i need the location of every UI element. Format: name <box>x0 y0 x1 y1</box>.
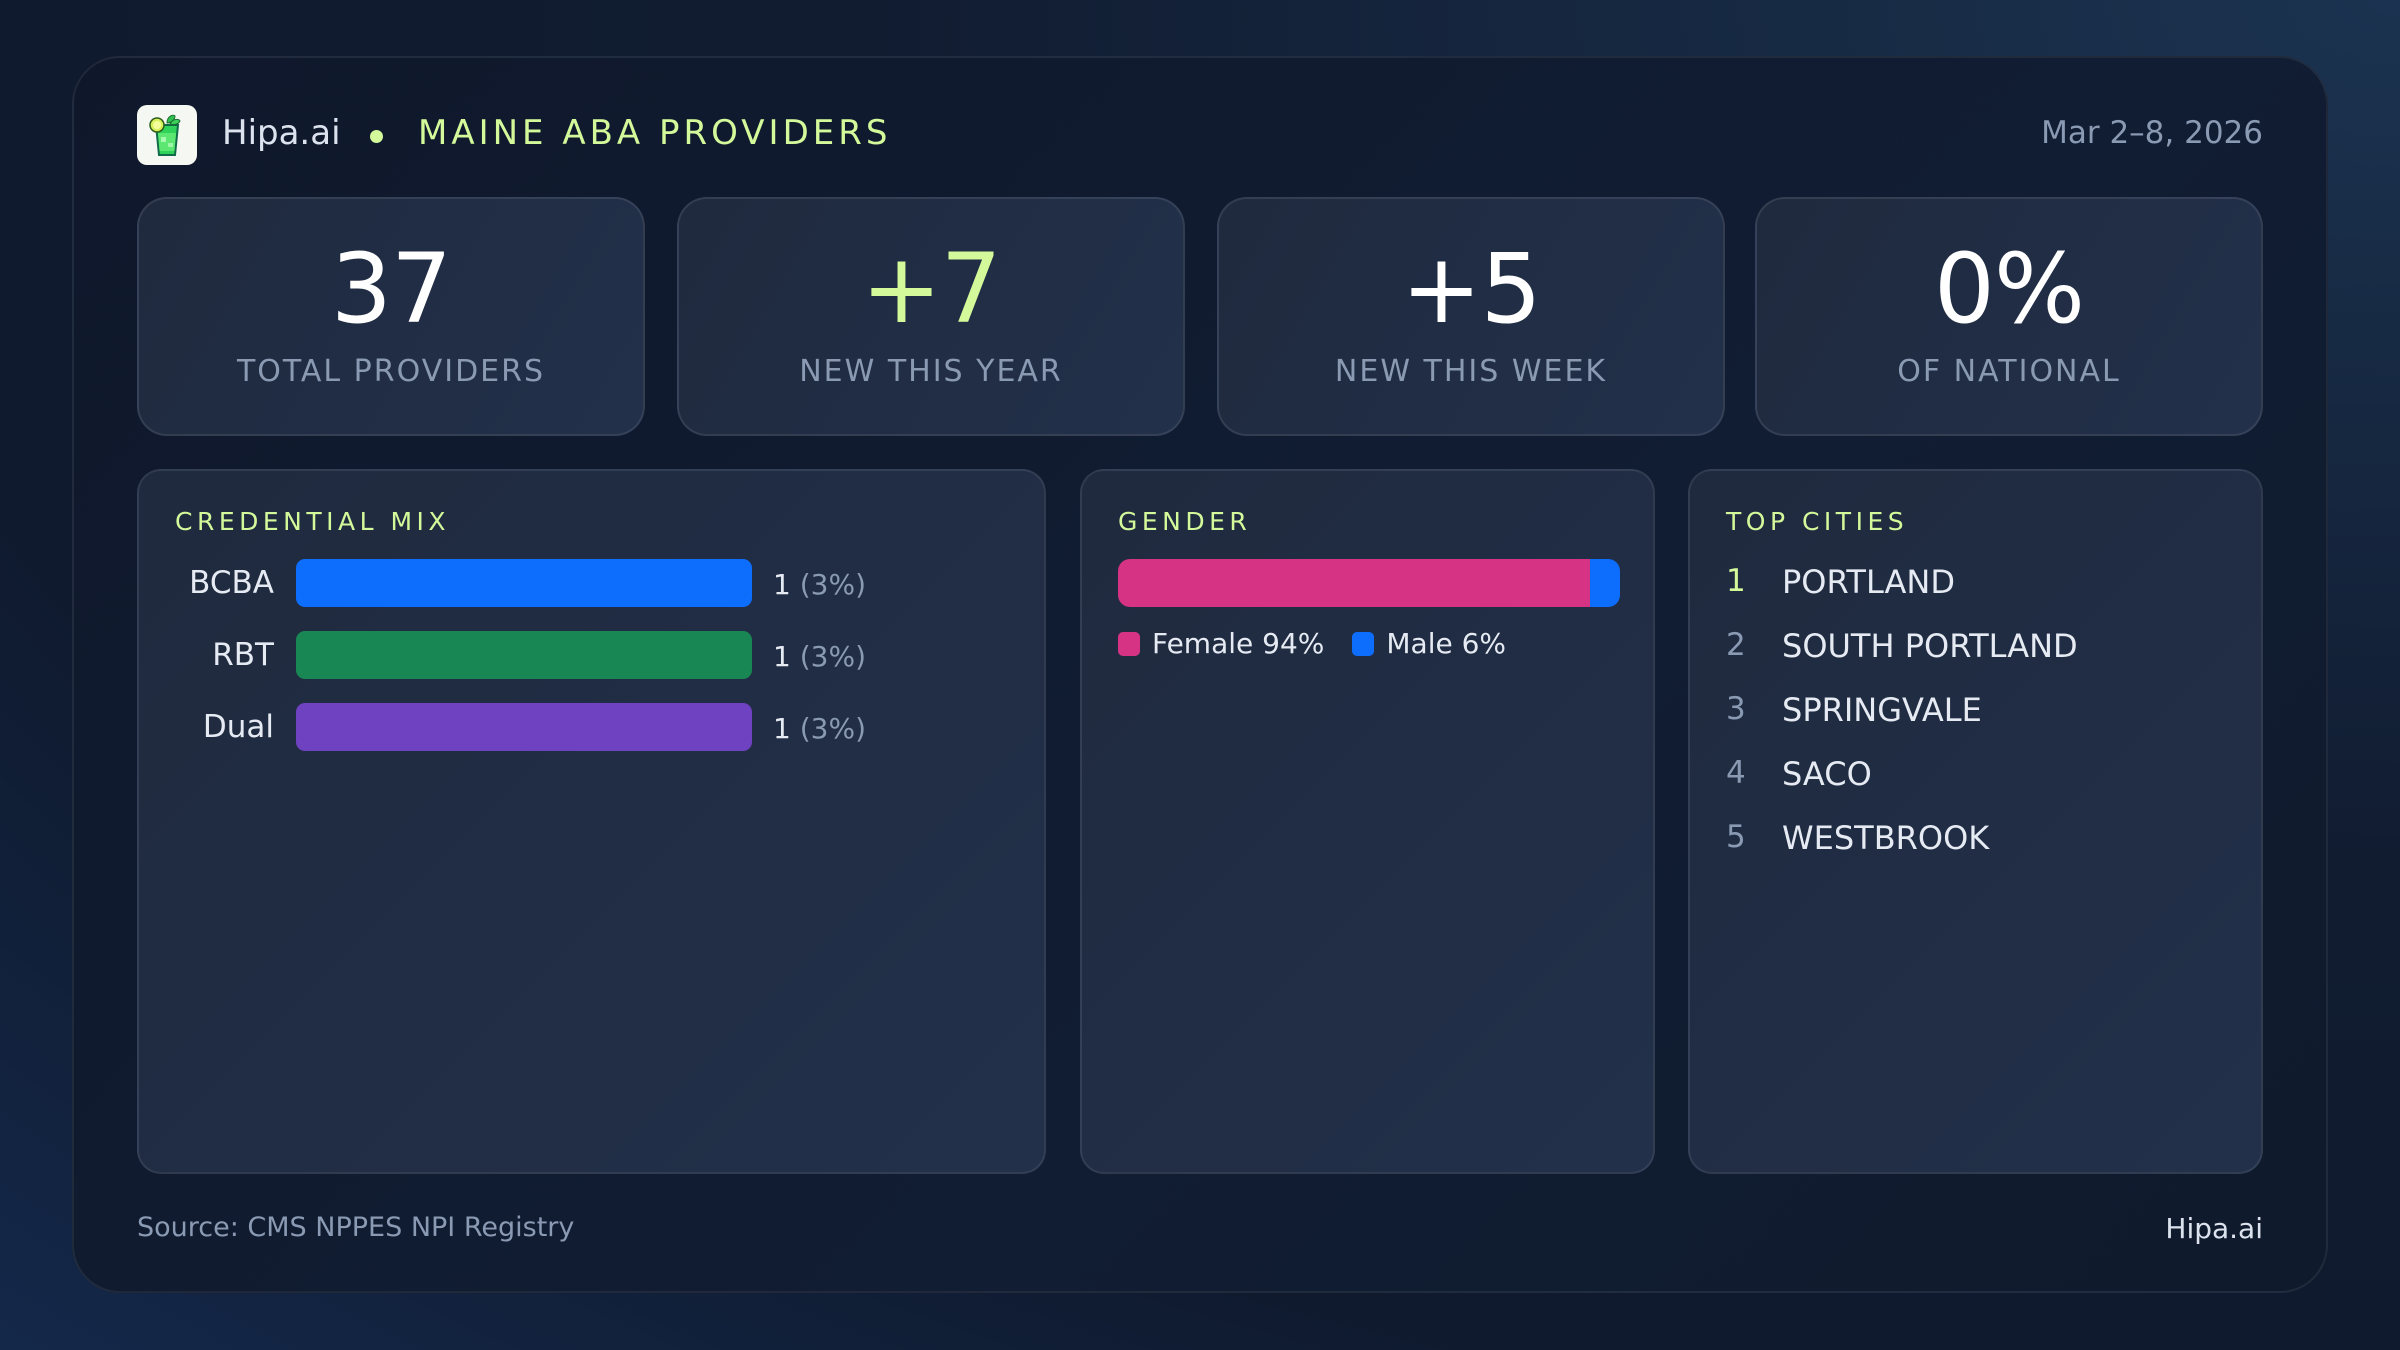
stat-value: 37 <box>330 233 452 345</box>
header: Hipa.ai MAINE ABA PROVIDERS Mar 2–8, 202… <box>137 105 2263 165</box>
credential-bar <box>296 631 752 679</box>
credential-count: 1 <box>773 640 791 673</box>
legend-swatch-female <box>1118 631 1140 656</box>
panel-title: CREDENTIAL MIX <box>175 507 451 536</box>
credential-pct: (3%) <box>799 568 867 601</box>
credential-mix-panel: CREDENTIAL MIX BCBA 1 (3%) RBT 1 (3%) Du… <box>137 469 1046 1174</box>
legend-item-male: Male 6% <box>1352 627 1506 660</box>
panel-title: GENDER <box>1118 507 1252 536</box>
legend-item-female: Female 94% <box>1118 627 1324 660</box>
city-name: PORTLAND <box>1782 563 1955 601</box>
stat-value: 0% <box>1933 233 2085 345</box>
stat-label: NEW THIS WEEK <box>1334 354 1608 389</box>
top-cities-panel: TOP CITIES 1 PORTLAND 2 SOUTH PORTLAND 3… <box>1688 469 2263 1174</box>
stat-card-of-national: 0% OF NATIONAL <box>1755 197 2263 436</box>
city-rank: 4 <box>1726 755 1746 791</box>
page-title: MAINE ABA PROVIDERS <box>418 113 892 153</box>
stat-value: +7 <box>861 233 1002 345</box>
panel-title: TOP CITIES <box>1726 507 1909 536</box>
credential-count: 1 <box>773 568 791 601</box>
city-rank: 1 <box>1726 563 1746 599</box>
stat-label: OF NATIONAL <box>1897 354 2121 389</box>
city-name: WESTBROOK <box>1782 819 1990 857</box>
brand-name: Hipa.ai <box>222 113 341 153</box>
gender-stacked-bar <box>1118 559 1620 607</box>
legend-label: Male 6% <box>1386 627 1507 660</box>
credential-bar <box>296 703 752 751</box>
credential-pct: (3%) <box>799 640 867 673</box>
city-row: 3 SPRINGVALE <box>1726 691 2226 731</box>
source-note: Source: CMS NPPES NPI Registry <box>137 1212 575 1243</box>
credential-value: 1 (3%) <box>773 568 866 601</box>
credential-row-rbt: RBT 1 (3%) <box>139 631 1044 679</box>
credential-row-dual: Dual 1 (3%) <box>139 703 1044 751</box>
stat-card-new-this-week: +5 NEW THIS WEEK <box>1217 197 1725 436</box>
credential-label: RBT <box>212 637 274 673</box>
gender-legend: Female 94% Male 6% <box>1118 627 1534 660</box>
city-rank: 3 <box>1726 691 1746 727</box>
gender-panel: GENDER Female 94% Male 6% <box>1080 469 1655 1174</box>
stat-card-total-providers: 37 TOTAL PROVIDERS <box>137 197 645 436</box>
credential-value: 1 (3%) <box>773 712 866 745</box>
date-range: Mar 2–8, 2026 <box>2041 115 2263 151</box>
city-row: 1 PORTLAND <box>1726 563 2226 603</box>
credential-label: BCBA <box>189 565 274 601</box>
stat-label: TOTAL PROVIDERS <box>236 354 546 389</box>
city-name: SACO <box>1782 755 1872 793</box>
city-row: 5 WESTBROOK <box>1726 819 2226 859</box>
gender-segment-male <box>1589 559 1620 607</box>
city-name: SOUTH PORTLAND <box>1782 627 2078 665</box>
stat-cards: 37 TOTAL PROVIDERS +7 NEW THIS YEAR +5 N… <box>137 197 2263 436</box>
separator-dot <box>370 130 383 143</box>
credential-value: 1 (3%) <box>773 640 866 673</box>
footer-brand: Hipa.ai <box>2165 1212 2263 1245</box>
gender-segment-female <box>1118 559 1590 607</box>
stat-label: NEW THIS YEAR <box>799 354 1063 389</box>
credential-count: 1 <box>773 712 791 745</box>
city-rank: 5 <box>1726 819 1746 855</box>
stat-card-new-this-year: +7 NEW THIS YEAR <box>677 197 1185 436</box>
city-row: 2 SOUTH PORTLAND <box>1726 627 2226 667</box>
legend-label: Female 94% <box>1152 627 1325 660</box>
stat-value: +5 <box>1401 233 1542 345</box>
mojito-glass-icon <box>137 105 197 165</box>
city-rank: 2 <box>1726 627 1746 663</box>
credential-row-bcba: BCBA 1 (3%) <box>139 559 1044 607</box>
credential-bar <box>296 559 752 607</box>
legend-swatch-male <box>1352 631 1375 656</box>
credential-label: Dual <box>202 709 274 745</box>
city-name: SPRINGVALE <box>1782 691 1982 729</box>
city-row: 4 SACO <box>1726 755 2226 795</box>
credential-pct: (3%) <box>799 712 867 745</box>
